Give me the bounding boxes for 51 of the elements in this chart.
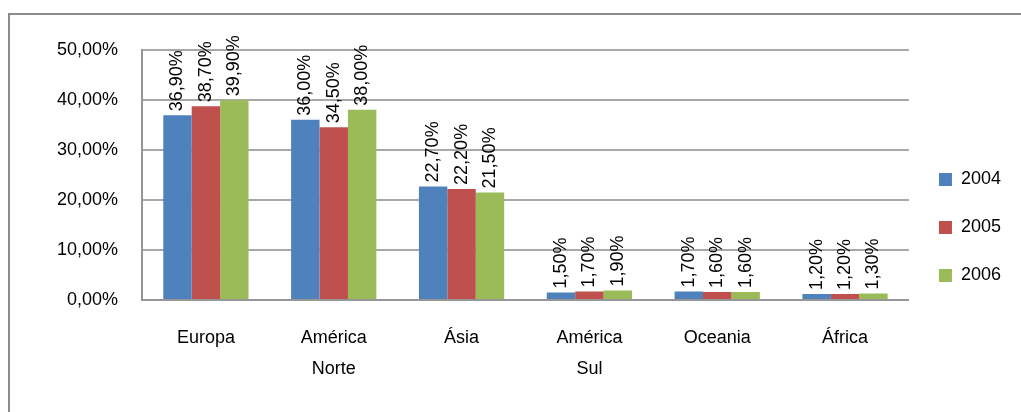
- bar: [731, 291, 760, 299]
- data-label: 22,20%: [450, 123, 471, 185]
- data-label: 1,60%: [734, 236, 755, 288]
- x-tick-label: América Sul: [556, 326, 624, 379]
- data-label: 1,70%: [677, 236, 698, 288]
- y-tick-label: 0,00%: [66, 288, 118, 309]
- bar: [191, 106, 221, 299]
- bar: [703, 291, 732, 299]
- data-label: 1,20%: [805, 238, 826, 290]
- y-tick-label: 50,00%: [56, 38, 118, 59]
- bar: [447, 188, 476, 299]
- data-label: 1,90%: [606, 235, 627, 287]
- bar: [163, 115, 192, 299]
- data-label: 1,50%: [549, 237, 570, 289]
- bar: [674, 291, 704, 299]
- x-tick-label: África: [822, 326, 870, 347]
- bar: [575, 291, 604, 299]
- x-tick-label: Ásia: [444, 326, 481, 347]
- x-tick-label: América Norte: [300, 326, 368, 379]
- legend-label: 2004: [960, 168, 1001, 189]
- data-label: 21,50%: [478, 127, 499, 189]
- y-tick-label: 10,00%: [56, 238, 118, 259]
- bar: [830, 294, 860, 299]
- bar: [319, 127, 348, 299]
- bar: [475, 192, 505, 299]
- bar: [859, 293, 888, 299]
- y-tick-label: 30,00%: [56, 138, 118, 159]
- bar: [291, 119, 320, 299]
- data-label: 38,00%: [351, 44, 372, 106]
- bar: [603, 290, 633, 299]
- data-label: 1,70%: [578, 236, 599, 288]
- data-label: 36,00%: [294, 54, 315, 116]
- y-tick-label: 20,00%: [56, 188, 118, 209]
- data-label: 36,90%: [166, 50, 187, 112]
- bar: [418, 186, 448, 299]
- data-label: 34,50%: [322, 62, 343, 124]
- legend-label: 2006: [960, 264, 1001, 285]
- bar: [347, 109, 377, 299]
- data-label: 1,20%: [834, 238, 855, 290]
- data-label: 1,60%: [706, 236, 727, 288]
- legend-label: 2005: [960, 216, 1001, 237]
- bar: [546, 292, 576, 299]
- y-tick-label: 40,00%: [56, 88, 118, 109]
- data-label: 22,70%: [422, 121, 443, 183]
- x-tick-label: Europa: [176, 326, 236, 347]
- data-label: 1,30%: [862, 238, 883, 290]
- x-tick-label: Oceania: [683, 326, 752, 347]
- bar: [802, 294, 831, 299]
- data-label: 39,90%: [223, 35, 244, 97]
- data-label: 38,70%: [194, 41, 215, 103]
- bar: [220, 100, 249, 299]
